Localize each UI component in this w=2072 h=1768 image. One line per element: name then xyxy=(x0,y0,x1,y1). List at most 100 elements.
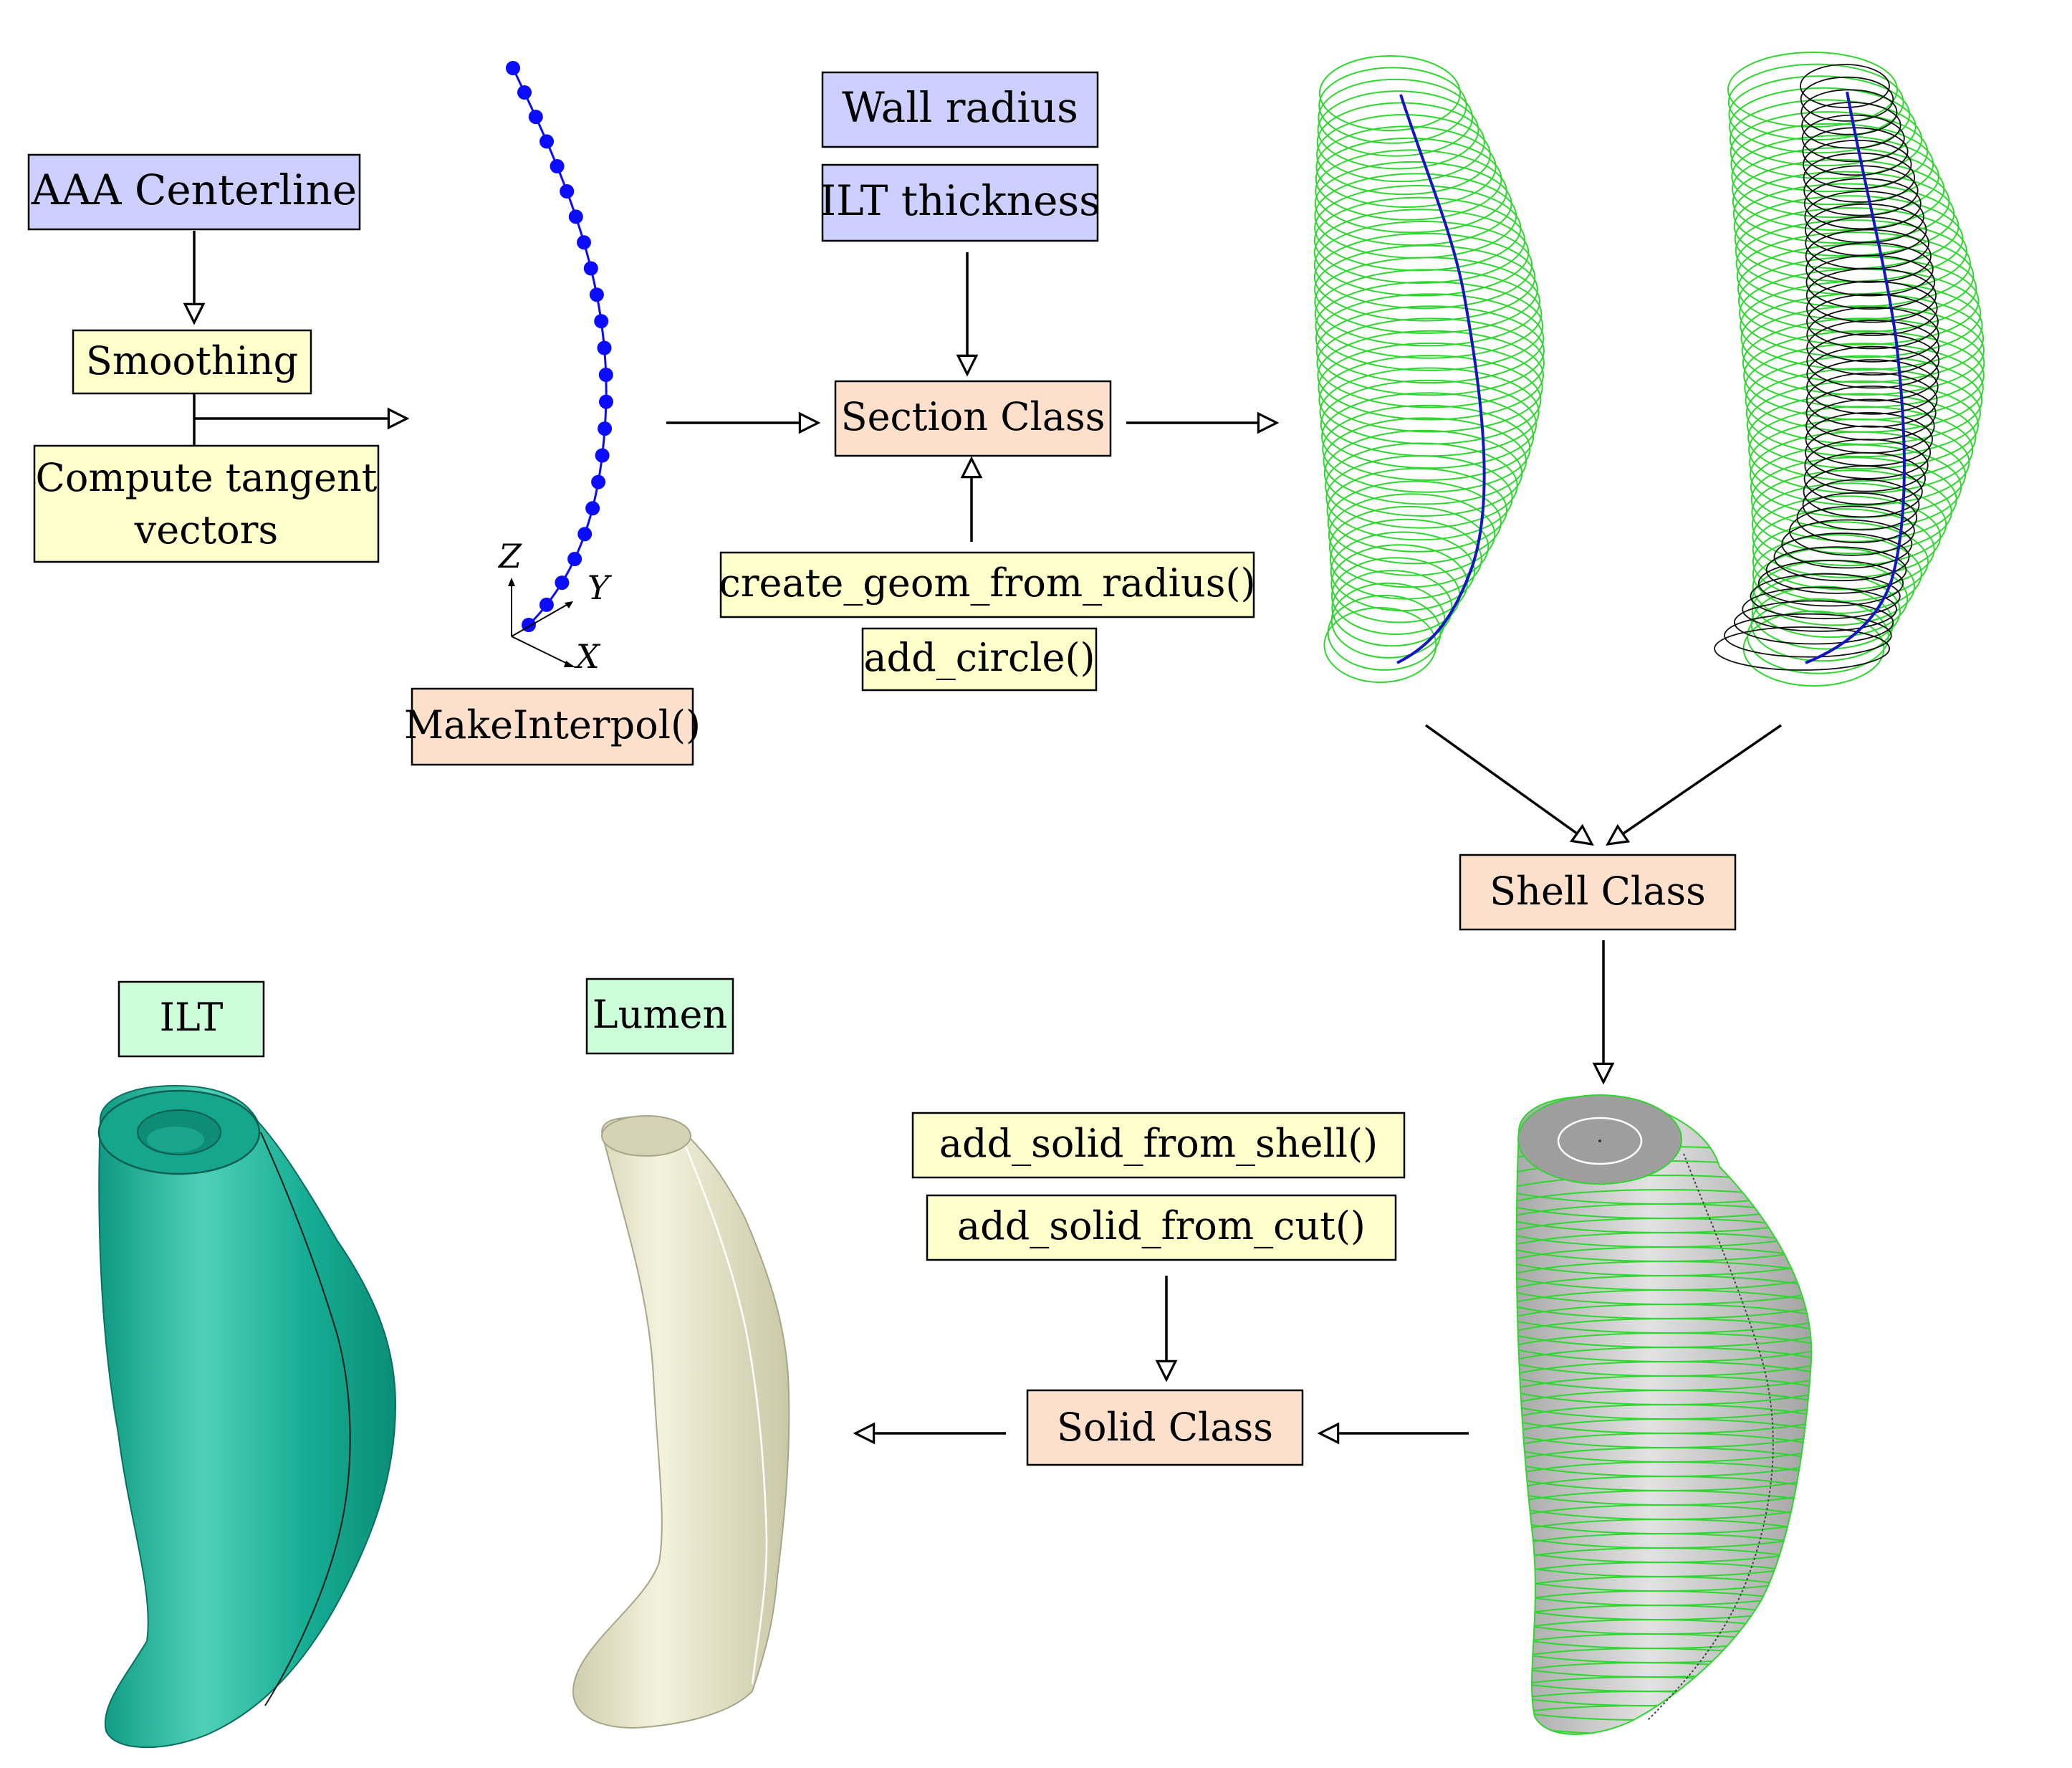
section-ring xyxy=(1742,317,1985,408)
section-ring xyxy=(1796,492,1918,543)
centerline-point xyxy=(517,85,532,100)
section-ring xyxy=(1321,392,1535,481)
section-ring xyxy=(1746,380,1980,470)
section-ring xyxy=(1806,293,1939,350)
section-ring xyxy=(1803,451,1927,505)
centerline-point xyxy=(567,552,582,566)
centerline-point xyxy=(560,184,575,199)
section-ring xyxy=(1323,429,1523,517)
lumen-label-box: Lumen xyxy=(585,978,734,1055)
section-ring xyxy=(1801,102,1901,149)
centerline-point xyxy=(539,597,554,612)
section-ring xyxy=(1752,482,1947,567)
create-geom-box: create_geom_from_radius() xyxy=(719,551,1256,618)
axis-y-label: Y xyxy=(587,568,613,607)
section-ring xyxy=(1319,55,1461,131)
section-ring xyxy=(1313,209,1530,297)
svg-text:MakeInterpol(): MakeInterpol() xyxy=(404,702,701,747)
section-ring xyxy=(1729,87,1917,167)
section-ring xyxy=(1315,305,1545,396)
section-ring xyxy=(1803,465,1923,518)
axis-triad: Z Y X xyxy=(497,537,613,676)
aaa-centerline-box: AAA Centerline xyxy=(27,153,361,231)
section-ring xyxy=(1788,505,1915,556)
section-ring xyxy=(1805,425,1932,479)
centerline-point xyxy=(598,421,613,436)
section-ring xyxy=(1773,532,1910,582)
centerline-point xyxy=(528,110,543,125)
ilt-solid-render xyxy=(97,1084,397,1749)
section-ring xyxy=(1318,342,1543,433)
section-ring xyxy=(1735,219,1971,308)
svg-text:add_solid_from_shell(): add_solid_from_shell() xyxy=(939,1121,1378,1166)
section-ring xyxy=(1316,102,1485,183)
svg-text:add_solid_from_cut(): add_solid_from_cut() xyxy=(957,1203,1366,1248)
section-ring xyxy=(1315,293,1545,384)
section-ring xyxy=(1317,90,1479,170)
section-ring xyxy=(1805,267,1937,323)
centerline-point xyxy=(568,209,583,224)
centerline-point xyxy=(585,501,600,516)
ilt-centerline xyxy=(1805,91,1906,664)
ilt-label-box: ILT xyxy=(117,980,265,1058)
section-ring xyxy=(1330,544,1468,623)
section-ring xyxy=(1315,137,1502,221)
section-ring xyxy=(1802,479,1920,531)
axis-z-label: Z xyxy=(497,537,522,575)
section-ring xyxy=(1323,607,1437,683)
solid-inner-cap-outline xyxy=(1557,1117,1643,1165)
centerline-point xyxy=(506,61,520,75)
section-ring xyxy=(1323,417,1527,505)
solid-ring-line xyxy=(1516,1676,1812,1734)
section-ring xyxy=(1800,76,1894,122)
section-ring xyxy=(1314,257,1540,347)
svg-text:Section Class: Section Class xyxy=(841,394,1105,439)
section-ring xyxy=(1752,508,1935,591)
solid-seam-line xyxy=(1647,1153,1774,1721)
section-ring xyxy=(1804,439,1929,492)
section-ring xyxy=(1327,594,1442,671)
section-ring xyxy=(1724,613,1892,658)
section-ring xyxy=(1806,345,1939,402)
section-ring xyxy=(1328,493,1496,576)
lumen-top-cap xyxy=(601,1115,691,1157)
section-ring xyxy=(1315,125,1497,208)
section-ring xyxy=(1741,305,1985,396)
centerline-point xyxy=(583,261,598,276)
section-class-box: Section Class xyxy=(834,380,1112,457)
section-ring xyxy=(1738,256,1980,346)
section-ring xyxy=(1318,78,1473,157)
centerline-point xyxy=(594,314,609,329)
svg-text:create_geom_from_radius(): create_geom_from_radius() xyxy=(719,560,1255,606)
lumen-seam-line xyxy=(683,1142,768,1685)
section-ring xyxy=(1315,281,1544,371)
section-ring xyxy=(1747,393,1977,482)
section-ring xyxy=(1714,626,1891,671)
section-ring xyxy=(1805,229,1932,283)
solid-ring-line xyxy=(1516,1705,1812,1734)
section-ring xyxy=(1749,418,1970,507)
section-ring xyxy=(1313,221,1533,310)
section-ring xyxy=(1806,333,1940,389)
add-solid-cut-box: add_solid_from_cut() xyxy=(926,1194,1397,1261)
section-ring xyxy=(1803,178,1922,230)
section-ring xyxy=(1805,254,1936,310)
section-ring xyxy=(1733,600,1894,645)
svg-text:Lumen: Lumen xyxy=(593,992,728,1037)
solid-ring-line xyxy=(1516,1691,1812,1734)
svg-text:Smoothing: Smoothing xyxy=(86,338,298,383)
centerline-point xyxy=(555,575,570,591)
axis-x-label: X xyxy=(574,637,601,676)
section-ring xyxy=(1317,330,1544,421)
make-interpol-box: MakeInterpol() xyxy=(404,687,701,766)
interpolated-centerline xyxy=(506,61,613,632)
svg-text:Solid Class: Solid Class xyxy=(1057,1405,1273,1450)
section-ring xyxy=(1801,114,1905,163)
section-ring xyxy=(1806,280,1938,336)
centerline-point xyxy=(577,235,591,250)
section-ring xyxy=(1316,317,1545,408)
centerline-point xyxy=(589,287,604,302)
section-ring xyxy=(1314,244,1538,334)
svg-text:AAA Centerline: AAA Centerline xyxy=(31,166,357,214)
